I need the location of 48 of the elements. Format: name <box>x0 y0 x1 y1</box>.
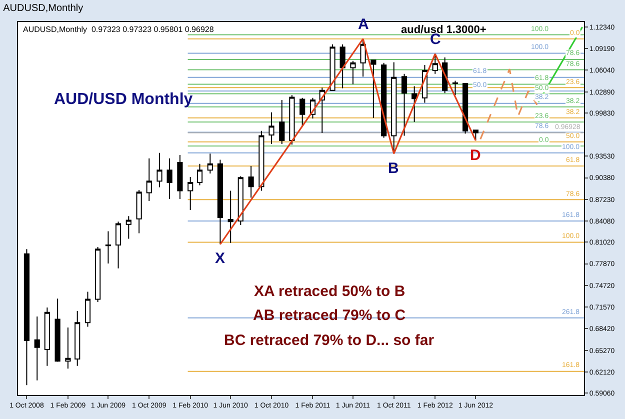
candlestick <box>248 165 254 198</box>
candlestick <box>126 216 132 240</box>
candlestick <box>156 152 162 188</box>
candlestick <box>238 176 244 226</box>
annotation: D <box>470 147 481 164</box>
candlestick <box>54 298 60 362</box>
candlestick <box>188 176 194 210</box>
candlestick <box>74 310 80 366</box>
candlestick <box>412 86 418 122</box>
candlestick <box>65 326 71 370</box>
candlestick <box>105 230 111 264</box>
candlestick <box>217 159 223 245</box>
candlestick <box>34 316 40 381</box>
candlestick <box>289 94 295 146</box>
candlestick <box>360 38 366 78</box>
annotation: X <box>215 250 226 267</box>
candlestick <box>24 248 30 386</box>
candlestick <box>177 154 183 200</box>
annotation: AB retraced 79% to C <box>253 307 406 324</box>
chart-title: AUDUSD,Monthly <box>3 3 84 14</box>
annotation: AUD/USD Monthly <box>54 91 193 108</box>
candlestick <box>432 53 438 74</box>
candlestick <box>84 291 91 328</box>
candlestick <box>207 153 213 174</box>
candlestick <box>258 130 264 192</box>
candlestick <box>279 99 285 144</box>
candlestick <box>166 158 172 200</box>
candlestick <box>196 163 203 186</box>
annotation: BC retraced 79% to D... so far <box>224 332 434 349</box>
candlestick <box>300 97 306 127</box>
candlestick <box>228 190 234 244</box>
candlestick <box>370 60 376 118</box>
annotation: XA retraced 50% to B <box>254 283 406 300</box>
candlestick <box>146 158 152 202</box>
candlestick <box>115 221 122 269</box>
candlestick <box>381 62 387 138</box>
candlestick <box>268 112 274 144</box>
candlestick <box>401 73 408 136</box>
candlestick <box>452 80 458 96</box>
candlestick <box>136 190 142 234</box>
candlestick <box>350 60 356 85</box>
candlestick <box>330 44 336 91</box>
candlestick <box>44 307 50 366</box>
candlestick <box>472 130 478 142</box>
candlestick <box>462 83 468 134</box>
candlestick <box>95 246 101 303</box>
chart-subtitle: AUDUSD,Monthly 0.97323 0.97323 0.95801 0.96928 <box>23 25 214 34</box>
candlestick <box>340 44 346 89</box>
